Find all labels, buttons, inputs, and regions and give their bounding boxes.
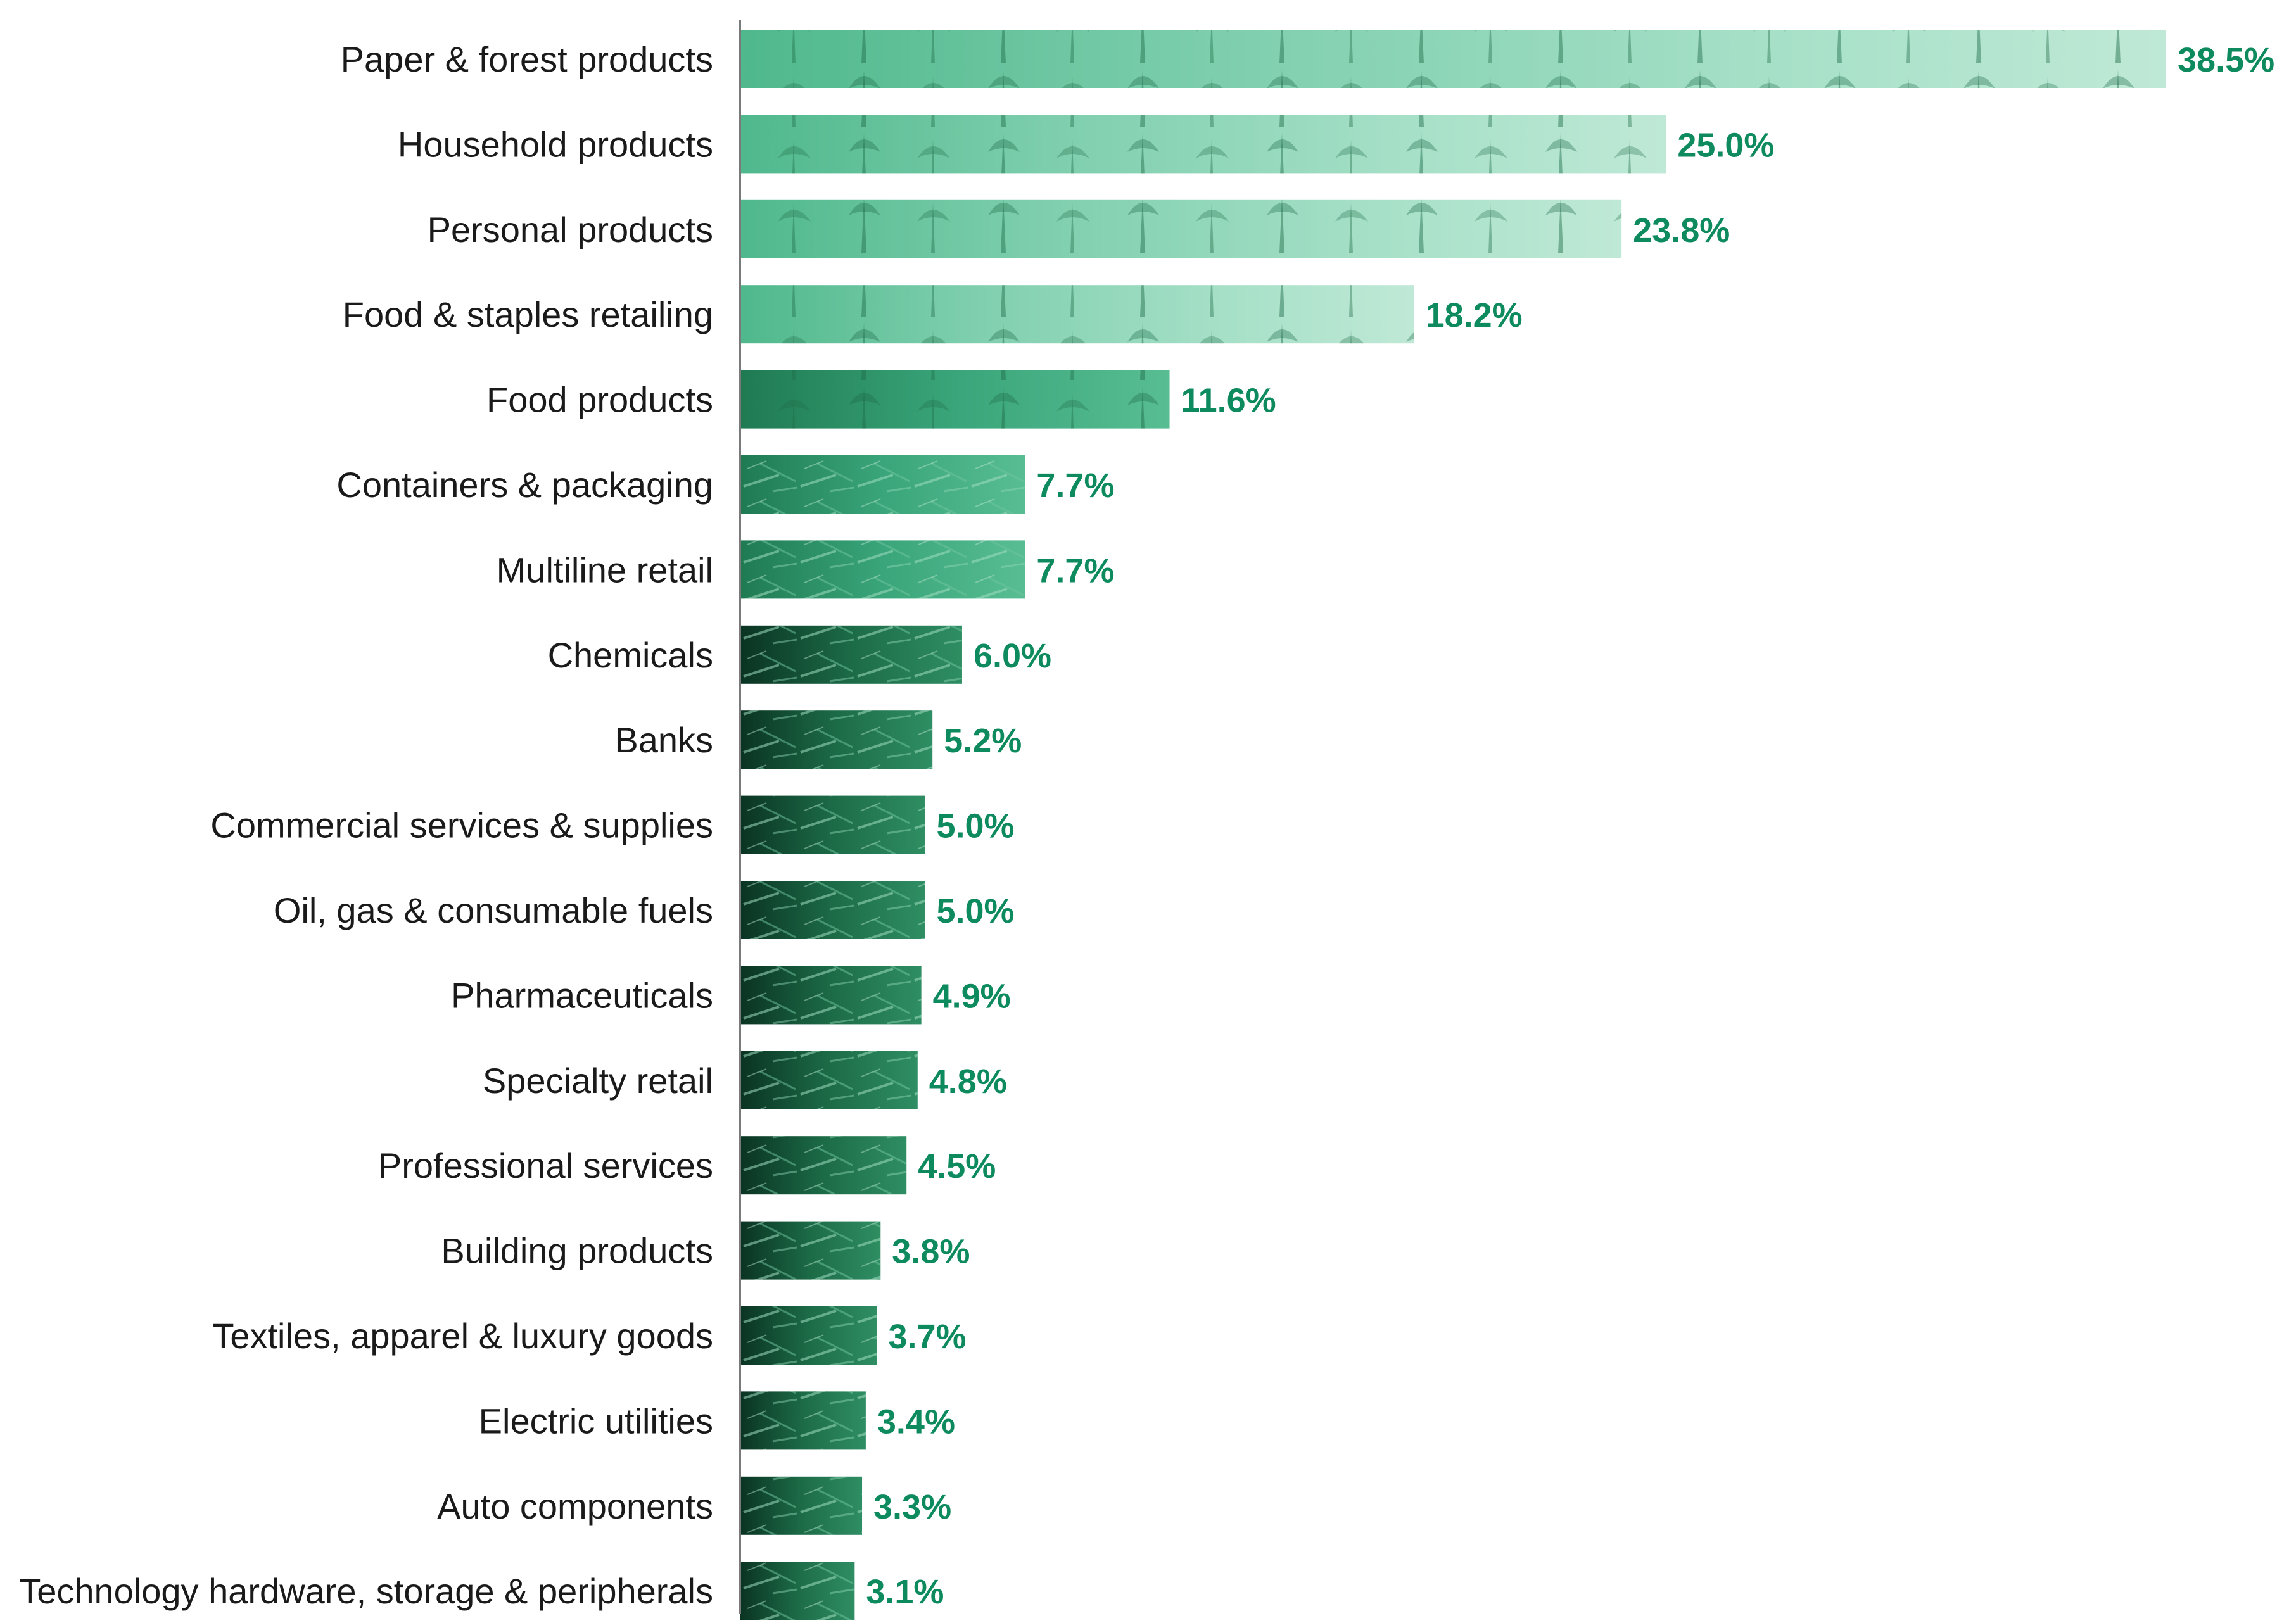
bar-texture [740,1562,855,1620]
bar-professional-services [740,1136,907,1195]
value-label-technology-hardware-storage-peripherals: 3.1% [866,1573,944,1611]
bar-texture [740,1221,881,1280]
value-label-household-products: 25.0% [1677,126,1774,164]
bars-layer [740,30,2166,1620]
bar-texture [740,881,925,939]
value-label-auto-components: 3.3% [873,1488,951,1526]
category-label-food-products: Food products [486,380,713,420]
bar-texture [740,625,962,684]
category-label-auto-components: Auto components [437,1486,713,1526]
category-label-commercial-services-supplies: Commercial services & supplies [210,805,713,845]
bar-personal-products [740,199,1622,258]
bar-containers-packaging [740,455,1025,514]
bar-texture [740,115,1666,174]
bar-auto-components [740,1476,863,1535]
category-label-technology-hardware-storage-peripherals: Technology hardware, storage & periphera… [19,1571,713,1611]
bar-chemicals [740,625,962,684]
category-label-professional-services: Professional services [378,1146,713,1185]
bar-specialty-retail [740,1051,918,1109]
value-label-specialty-retail: 4.8% [929,1063,1007,1101]
value-label-textiles-apparel-luxury-goods: 3.7% [888,1318,966,1356]
value-label-building-products: 3.8% [892,1233,970,1271]
bar-banks [740,710,933,769]
value-labels: 38.5% 25.0% 23.8% 18.2% 11.6% 7.7% 7.7% 6.0% 5.2… [866,41,2274,1611]
value-label-multiline-retail: 7.7% [1036,552,1114,590]
category-label-building-products: Building products [441,1231,713,1271]
value-label-food-staples-retailing: 18.2% [1426,296,1523,334]
bar-texture [740,199,1622,258]
value-label-pharmaceuticals: 4.9% [933,977,1011,1015]
category-label-paper-forest-products: Paper & forest products [341,39,713,79]
value-label-banks: 5.2% [944,722,1022,760]
bar-building-products [740,1221,881,1280]
bar-household-products [740,115,1666,174]
bar-texture [740,455,1025,514]
bar-multiline-retail [740,540,1025,599]
category-label-specialty-retail: Specialty retail [483,1061,713,1101]
bar-texture [740,710,933,769]
bar-textiles-apparel-luxury-goods [740,1306,877,1365]
bar-texture [740,966,922,1025]
bar-food-products [740,370,1170,429]
bar-food-staples-retailing [740,285,1414,344]
value-label-personal-products: 23.8% [1633,212,1730,249]
value-label-commercial-services-supplies: 5.0% [936,807,1014,845]
category-label-food-staples-retailing: Food & staples retailing [343,294,713,334]
bar-technology-hardware-storage-peripherals [740,1562,855,1620]
value-label-paper-forest-products: 38.5% [2178,41,2274,79]
value-label-oil-gas-consumable-fuels: 5.0% [936,892,1014,930]
value-label-chemicals: 6.0% [974,637,1051,675]
bar-texture [740,1476,863,1535]
category-labels: Paper & forest products Household product… [19,39,713,1611]
bar-texture [740,370,1170,429]
category-label-textiles-apparel-luxury-goods: Textiles, apparel & luxury goods [212,1316,713,1356]
bar-texture [740,1136,907,1195]
bar-electric-utilities [740,1391,866,1450]
bar-texture [740,1306,877,1365]
bar-texture [740,1391,866,1450]
bar-commercial-services-supplies [740,795,925,854]
bar-texture [740,1051,918,1109]
bar-texture [740,30,2166,88]
category-label-pharmaceuticals: Pharmaceuticals [451,975,713,1015]
category-label-chemicals: Chemicals [548,635,713,675]
bar-paper-forest-products [740,30,2166,88]
category-label-oil-gas-consumable-fuels: Oil, gas & consumable fuels [274,890,713,930]
bar-texture [740,795,925,854]
category-label-household-products: Household products [398,124,713,164]
value-label-containers-packaging: 7.7% [1036,467,1114,505]
category-label-electric-utilities: Electric utilities [479,1401,713,1441]
category-label-banks: Banks [614,720,713,760]
category-label-multiline-retail: Multiline retail [497,550,713,590]
category-label-personal-products: Personal products [428,210,713,249]
category-label-containers-packaging: Containers & packaging [336,465,713,505]
bar-texture [740,285,1414,344]
bar-texture [740,540,1025,599]
value-label-food-products: 11.6% [1181,382,1276,420]
value-label-electric-utilities: 3.4% [877,1403,955,1441]
bar-pharmaceuticals [740,966,922,1025]
bar-oil-gas-consumable-fuels [740,881,925,939]
value-label-professional-services: 4.5% [918,1147,996,1185]
